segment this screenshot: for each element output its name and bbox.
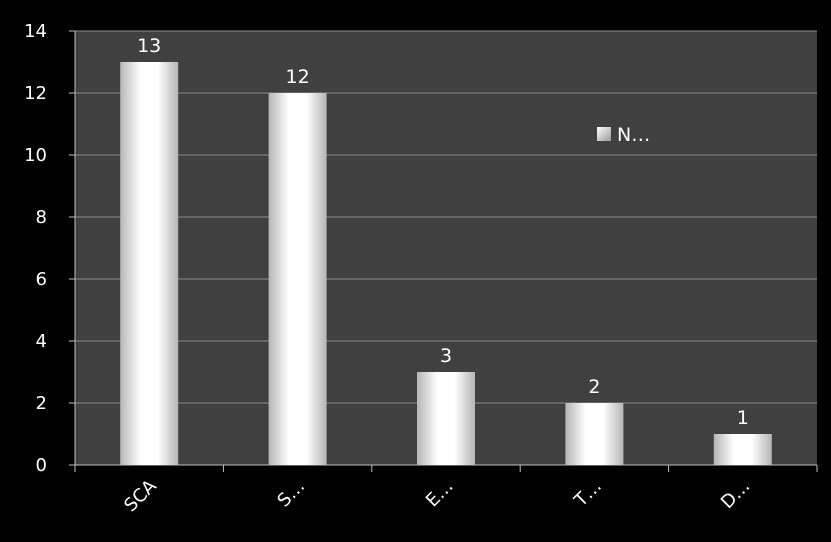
y-tick-label: 4 bbox=[36, 331, 47, 352]
data-label: 1 bbox=[737, 407, 749, 429]
data-label: 13 bbox=[137, 35, 161, 57]
bars bbox=[120, 62, 772, 465]
data-label: 2 bbox=[588, 376, 600, 398]
y-tick-label: 14 bbox=[24, 21, 47, 42]
x-tick-label: D… bbox=[717, 476, 754, 513]
bar bbox=[713, 434, 772, 465]
gridlines bbox=[75, 30, 817, 404]
bar bbox=[565, 403, 624, 465]
x-tick-label: T… bbox=[570, 476, 606, 512]
y-tick-label: 10 bbox=[24, 145, 47, 166]
data-label: 12 bbox=[286, 66, 310, 88]
bar bbox=[268, 93, 327, 465]
y-tick-label: 12 bbox=[24, 83, 47, 104]
legend-swatch bbox=[597, 127, 611, 141]
y-tick-label: 6 bbox=[36, 269, 47, 290]
legend-label: N… bbox=[617, 124, 650, 146]
data-label: 3 bbox=[440, 345, 452, 367]
y-tick-label: 8 bbox=[36, 207, 47, 228]
x-tick-label: S… bbox=[273, 476, 309, 512]
bar bbox=[417, 372, 475, 465]
y-tick-label: 0 bbox=[36, 455, 47, 476]
x-tick-label: E… bbox=[422, 476, 458, 512]
bar bbox=[120, 62, 179, 465]
legend: N… bbox=[597, 124, 650, 146]
x-tick-label: SCA bbox=[120, 475, 161, 516]
y-tick-label: 2 bbox=[36, 393, 47, 414]
